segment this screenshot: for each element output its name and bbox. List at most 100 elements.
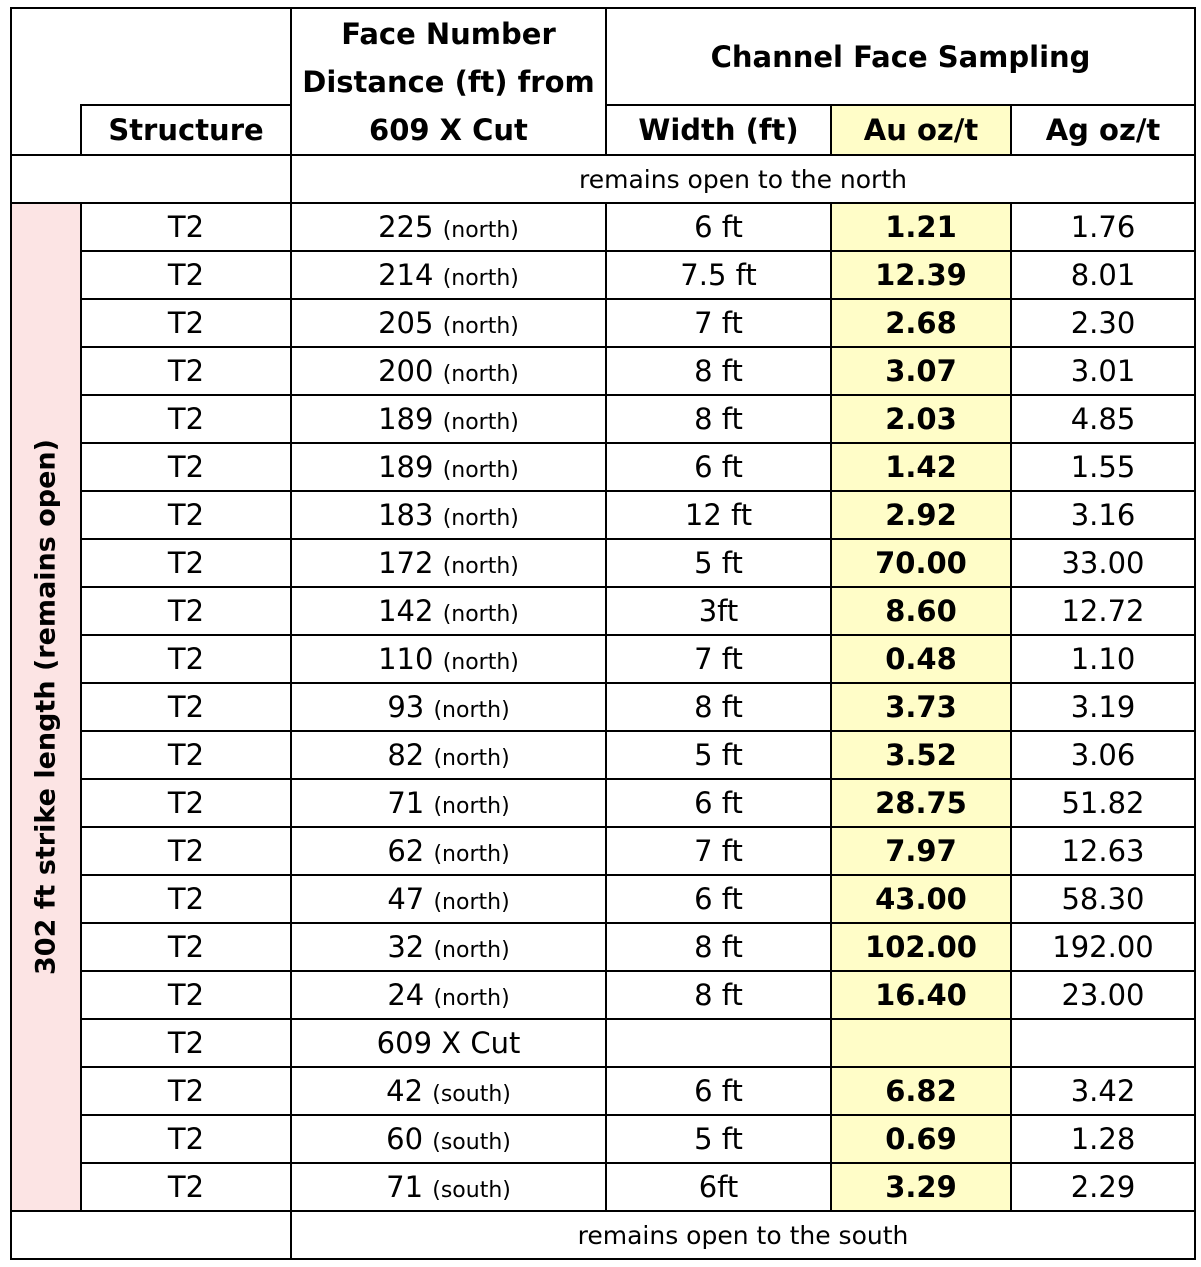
width-cell: 6 ft [605,202,832,252]
structure-cell: T2 [80,682,292,732]
ag-cell: 1.28 [1009,1114,1197,1164]
structure-cell: T2 [80,202,292,252]
distance-value: 189 [378,450,434,484]
width-cell: 6 ft [605,874,832,924]
face-number-header: Face Number Distance (ft) from 609 X Cut [290,7,607,156]
width-cell: 6 ft [605,442,832,492]
distance-value: 93 [387,690,425,724]
au-cell: 3.73 [830,682,1012,732]
ag-cell: 1.10 [1009,634,1197,684]
au-header: Au oz/t [830,104,1012,156]
table-row: T2 205 (north) 7 ft 2.68 2.30 [11,298,1197,348]
distance-cell: 71 (south) [290,1162,607,1212]
distance-cell: 214 (north) [290,250,607,300]
structure-cell: T2 [80,250,292,300]
width-cell [605,1018,832,1068]
structure-cell: T2 [80,778,292,828]
structure-cell: T2 [80,1114,292,1164]
structure-cell: T2 [80,1066,292,1116]
structure-cell: T2 [80,346,292,396]
strike-length-side-label-cell: 302 ft strike length (remains open) [10,202,82,1212]
structure-cell: T2 [80,490,292,540]
au-cell: 43.00 [830,874,1012,924]
width-cell: 7 ft [605,826,832,876]
ag-cell: 12.72 [1009,586,1197,636]
ag-cell: 33.00 [1009,538,1197,588]
direction-label: (north) [442,506,519,531]
table-row: T2 62 (north) 7 ft 7.97 12.63 [11,826,1197,876]
au-cell: 12.39 [830,250,1012,300]
distance-value: 110 [378,642,434,676]
au-cell: 0.48 [830,634,1012,684]
table-row: 302 ft strike length (remains open) T2 225… [10,202,1197,1212]
width-cell: 5 ft [605,538,832,588]
au-cell: 1.21 [830,202,1012,252]
structure-cell: T2 [80,442,292,492]
strike-length-label: 302 ft strike length (remains open) [30,439,62,975]
width-cell: 7 ft [605,634,832,684]
distance-cell: 47 (north) [290,874,607,924]
ag-cell: 8.01 [1009,250,1197,300]
ag-header: Ag oz/t [1009,104,1197,156]
structure-header: Structure [80,104,292,156]
au-cell: 7.97 [830,826,1012,876]
table-row: T2 189 (north) 6 ft 1.42 1.55 [11,442,1197,492]
table-row: T2 183 (north) 12 ft 2.92 3.16 [11,490,1197,540]
width-cell: 5 ft [605,730,832,780]
ag-cell: 3.06 [1009,730,1197,780]
direction-label: (south) [432,1178,511,1203]
structure-cell: T2 [80,634,292,684]
au-cell: 3.52 [830,730,1012,780]
header-blank-cell [10,105,82,156]
table-row: T2 93 (north) 8 ft 3.73 3.19 [11,682,1197,732]
width-header: Width (ft) [605,104,832,156]
direction-label: (north) [433,986,510,1011]
structure-cell: T2 [80,538,292,588]
structure-cell: T2 [80,730,292,780]
structure-cell: T2 [80,298,292,348]
distance-cell: 24 (north) [290,970,607,1020]
ag-cell: 1.76 [1009,202,1197,252]
distance-cell: 609 X Cut [290,1018,607,1068]
width-cell: 8 ft [605,394,832,444]
table-row: T2 71 (north) 6 ft 28.75 51.82 [11,778,1197,828]
note-north: remains open to the north [289,154,1197,204]
table-row: T2 32 (north) 8 ft 102.00 192.00 [11,922,1197,972]
direction-label: (north) [442,410,519,435]
width-cell: 8 ft [605,682,832,732]
distance-value: 24 [387,978,425,1012]
direction-label: (north) [442,458,519,483]
direction-label: (north) [442,266,519,291]
width-cell: 6 ft [605,1066,832,1116]
distance-value: 200 [378,354,434,388]
ag-cell: 23.00 [1009,970,1197,1020]
width-cell: 7.5 ft [605,250,832,300]
structure-cell: T2 [80,1018,292,1068]
structure-cell: T2 [80,394,292,444]
width-cell: 8 ft [605,970,832,1020]
distance-cell: 205 (north) [290,298,607,348]
distance-value: 142 [378,594,434,628]
table-row: T2 110 (north) 7 ft 0.48 1.10 [11,634,1197,684]
distance-cell: 62 (north) [290,826,607,876]
width-cell: 12 ft [605,490,832,540]
structure-cell: T2 [80,874,292,924]
width-cell: 7 ft [605,298,832,348]
width-cell: 3ft [605,586,832,636]
width-cell: 8 ft [605,922,832,972]
structure-cell: T2 [80,1162,292,1212]
direction-label: (north) [442,650,519,675]
table-row: T2 71 (south) 6ft 3.29 2.29 [11,1162,1197,1212]
distance-value: 82 [387,738,425,772]
direction-label: (north) [433,938,510,963]
table-row: T2 214 (north) 7.5 ft 12.39 8.01 [11,250,1197,300]
channel-sampling-table: Face Number Distance (ft) from 609 X Cut… [10,7,1197,1260]
channel-sampling-header: Channel Face Sampling [604,7,1197,106]
distance-cell: 172 (north) [290,538,607,588]
au-cell: 16.40 [830,970,1012,1020]
table-row: T2 609 X Cut [11,1018,1197,1068]
distance-cell: 225 (north) [290,202,607,252]
table-row: T2 172 (north) 5 ft 70.00 33.00 [11,538,1197,588]
distance-cell: 42 (south) [290,1066,607,1116]
au-cell: 6.82 [830,1066,1012,1116]
